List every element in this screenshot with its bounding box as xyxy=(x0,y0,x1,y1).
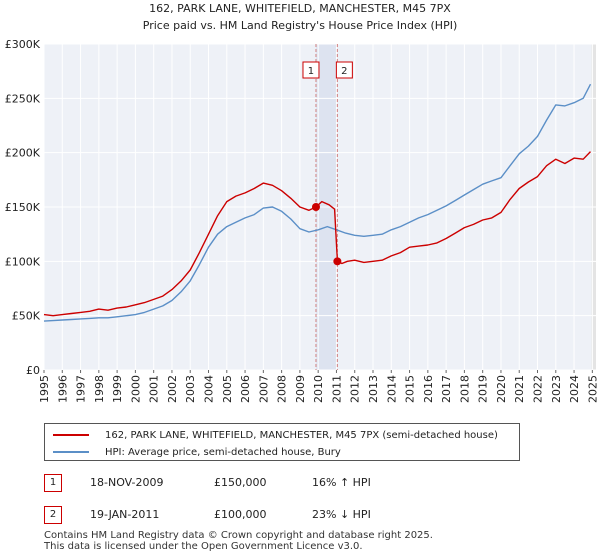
x-tick-label: 2014 xyxy=(385,375,398,403)
legend: 162, PARK LANE, WHITEFIELD, MANCHESTER, … xyxy=(44,423,520,461)
x-tick-label: 2006 xyxy=(239,375,252,403)
y-tick-label: £150K xyxy=(5,201,41,214)
x-tick-label: 2021 xyxy=(513,375,526,403)
legend-item-hpi: HPI: Average price, semi-detached house,… xyxy=(53,444,341,460)
y-tick-label: £0 xyxy=(26,364,40,377)
sale-marker-label-box xyxy=(302,61,320,79)
x-tick-label: 1995 xyxy=(38,375,51,403)
x-tick-label: 2011 xyxy=(330,375,343,403)
x-tick-label: 2015 xyxy=(404,375,417,403)
x-tick-label: 2001 xyxy=(148,375,161,403)
x-tick-label: 2025 xyxy=(586,375,599,403)
y-tick-label: £300K xyxy=(5,38,41,51)
x-tick-label: 2005 xyxy=(221,375,234,403)
footer-attribution: Contains HM Land Registry data © Crown c… xyxy=(44,530,433,552)
x-tick-label: 1996 xyxy=(56,375,69,403)
x-tick-label: 2016 xyxy=(422,375,435,403)
x-tick-label: 2000 xyxy=(129,375,142,403)
x-tick-label: 2009 xyxy=(294,375,307,403)
legend-label-hpi: HPI: Average price, semi-detached house,… xyxy=(105,446,341,458)
legend-swatch-hpi xyxy=(53,451,89,453)
x-tick-label: 1997 xyxy=(75,375,88,403)
y-tick-label: £250K xyxy=(5,92,41,105)
y-tick-label: £200K xyxy=(5,147,41,160)
x-tick-label: 2003 xyxy=(184,375,197,403)
sale-hpi-change: 23% ↓ HPI xyxy=(312,508,371,521)
sale-hpi-change: 16% ↑ HPI xyxy=(312,476,371,489)
x-tick-label: 2022 xyxy=(532,375,545,403)
x-tick-label: 2020 xyxy=(495,375,508,403)
price-chart: 162, PARK LANE, WHITEFIELD, MANCHESTER, … xyxy=(5,2,600,403)
sale-marker-label-box xyxy=(335,61,353,79)
sale-date: 19-JAN-2011 xyxy=(90,508,160,521)
x-tick-label: 2008 xyxy=(276,375,289,403)
sale-point xyxy=(333,257,342,266)
footer-line-licence: This data is licensed under the Open Gov… xyxy=(44,541,363,552)
legend-item-property: 162, PARK LANE, WHITEFIELD, MANCHESTER, … xyxy=(53,427,498,443)
x-tick-label: 2019 xyxy=(477,375,490,403)
x-tick-label: 2017 xyxy=(440,375,453,403)
x-tick-label: 2004 xyxy=(203,375,216,403)
x-tick-label: 2010 xyxy=(312,375,325,403)
x-tick-label: 2007 xyxy=(257,375,270,403)
sale-marker-label: 2 xyxy=(341,66,347,77)
series-line-property xyxy=(43,151,592,317)
x-tick-label: 1998 xyxy=(93,375,106,403)
sale-price: £150,000 xyxy=(214,476,267,489)
x-tick-label: 2023 xyxy=(550,375,563,403)
x-tick-label: 2012 xyxy=(349,375,362,403)
y-tick-label: £50K xyxy=(12,310,41,323)
chart-subtitle: Price paid vs. HM Land Registry's House … xyxy=(143,19,458,32)
x-tick-label: 2024 xyxy=(568,375,581,403)
chart-title: 162, PARK LANE, WHITEFIELD, MANCHESTER, … xyxy=(149,2,451,15)
x-tick-label: 2002 xyxy=(166,375,179,403)
legend-label-property: 162, PARK LANE, WHITEFIELD, MANCHESTER, … xyxy=(105,429,498,441)
sale-number-badge: 2 xyxy=(44,506,62,524)
footer-line-copyright: Contains HM Land Registry data © Crown c… xyxy=(44,530,433,541)
series-line-hpi xyxy=(43,83,592,322)
legend-swatch-property xyxy=(53,434,89,436)
x-tick-label: 1999 xyxy=(111,375,124,403)
x-tick-label: 2018 xyxy=(458,375,471,403)
sale-marker-label: 1 xyxy=(308,66,314,77)
y-tick-label: £100K xyxy=(5,255,41,268)
sale-point xyxy=(311,203,320,211)
sale-price: £100,000 xyxy=(214,508,267,521)
sale-date: 18-NOV-2009 xyxy=(90,476,164,489)
x-tick-label: 2013 xyxy=(367,375,380,403)
sale-number-badge: 1 xyxy=(44,474,62,492)
